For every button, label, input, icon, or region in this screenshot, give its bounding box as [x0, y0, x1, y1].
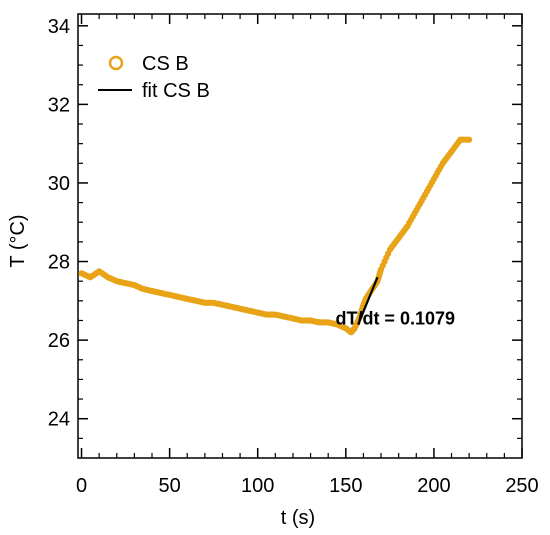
- y-tick-label: 26: [48, 330, 70, 352]
- data-point: [466, 136, 473, 143]
- y-tick-label: 34: [48, 16, 70, 38]
- x-tick-label: 100: [241, 475, 274, 497]
- y-tick-labels: 24 26 28 30 32 34: [48, 16, 70, 431]
- x-tick-label: 250: [505, 475, 538, 497]
- y-axis-title: T (°C): [7, 214, 29, 267]
- legend-label-cs-b: CS B: [142, 53, 189, 75]
- y-tick-label: 28: [48, 252, 70, 274]
- legend: CS B fit CS B: [98, 53, 210, 102]
- x-tick-labels: 0 50 100 150 200 250: [76, 475, 539, 497]
- data-points: [78, 136, 473, 336]
- y-tick-label: 30: [48, 173, 70, 195]
- x-tick-label: 50: [158, 475, 180, 497]
- x-axis-title: t (s): [281, 507, 315, 529]
- legend-label-fit-cs-b: fit CS B: [142, 80, 210, 102]
- legend-marker-cs-b: [108, 55, 124, 71]
- slope-annotation: dT/dt = 0.1079: [335, 309, 455, 329]
- y-tick-label: 32: [48, 94, 70, 116]
- plot-area: [77, 13, 523, 459]
- x-tick-label: 0: [76, 475, 87, 497]
- fit-line: [357, 276, 379, 325]
- x-tick-label: 200: [417, 475, 450, 497]
- axis-ticks: [78, 14, 523, 458]
- x-tick-label: 150: [329, 475, 362, 497]
- y-tick-label: 24: [48, 409, 70, 431]
- fit-line-group: [357, 276, 379, 325]
